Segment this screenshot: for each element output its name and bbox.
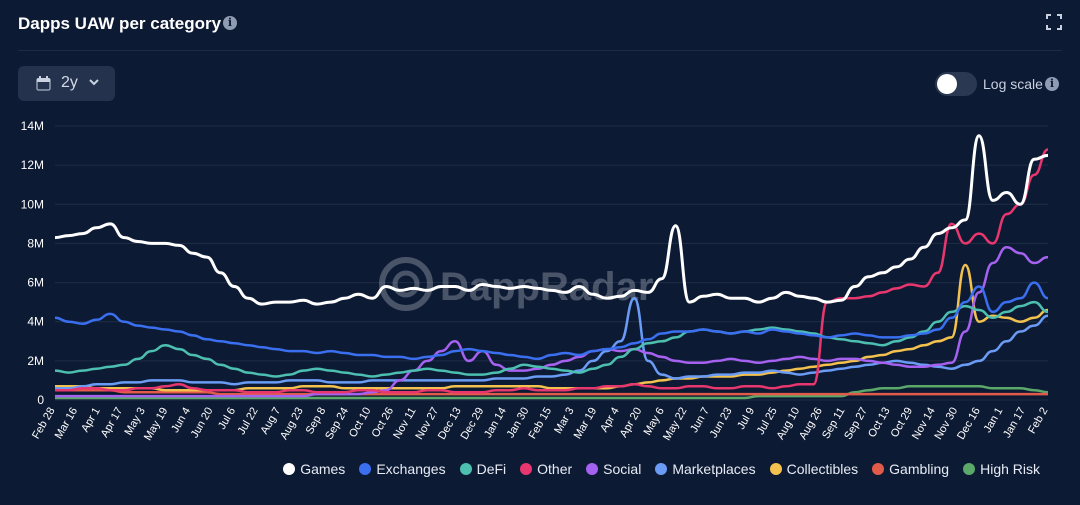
legend-item-high-risk[interactable]: High Risk — [963, 459, 1040, 479]
legend-item-marketplaces[interactable]: Marketplaces — [655, 459, 756, 479]
expand-icon[interactable] — [1046, 14, 1062, 30]
series-line-exchanges — [54, 281, 1049, 361]
legend-label: High Risk — [980, 461, 1040, 477]
series-line-high-risk — [55, 385, 1049, 400]
info-icon[interactable]: i — [223, 16, 237, 30]
legend-dot — [520, 463, 533, 475]
x-tick-label: Jul 9 — [735, 406, 757, 432]
legend-label: Exchanges — [376, 461, 446, 477]
watermark-logo — [379, 257, 433, 311]
legend-dot — [283, 463, 296, 475]
legend-item-games[interactable]: Games — [283, 459, 345, 479]
series-line-gambling — [55, 388, 1048, 396]
x-tick-label: Jan 1 — [982, 406, 1006, 435]
legend-label: Marketplaces — [672, 461, 756, 477]
x-tick-label: Jun 20 — [189, 406, 216, 441]
x-tick-label: Feb 2 — [1026, 406, 1050, 436]
calendar-icon — [36, 76, 51, 91]
chart-legend: Games Exchanges DeFi Other Social Marketplace… — [283, 459, 1040, 479]
dappradar-watermark: DappRadar — [379, 257, 653, 311]
time-range-label: 2y — [61, 74, 78, 91]
chevron-down-icon — [89, 79, 99, 86]
x-tick-label: Apr 17 — [99, 406, 126, 440]
legend-dot — [769, 463, 782, 475]
x-tick-label: Mar 16 — [53, 406, 81, 442]
x-tick-label: Jun 23 — [708, 406, 735, 441]
log-scale-info-icon[interactable]: i — [1045, 77, 1059, 91]
series-line-marketplaces — [54, 296, 1049, 390]
series-line-defi — [54, 300, 1049, 378]
series-line-games — [54, 134, 1049, 306]
series-line-social — [55, 246, 1049, 398]
log-scale-toggle[interactable] — [935, 72, 977, 96]
chart-title: Dapps UAW per category — [18, 14, 222, 33]
legend-dot — [586, 463, 599, 475]
x-tick-label: Apr 4 — [598, 406, 622, 435]
legend-item-social[interactable]: Social — [586, 459, 641, 479]
x-tick-label: Apr 1 — [79, 406, 103, 435]
legend-dot — [359, 463, 372, 475]
x-tick-label: Jun 7 — [688, 406, 712, 435]
x-tick-label: Mar 19 — [572, 406, 600, 442]
y-tick-label: 14M — [21, 119, 44, 133]
legend-dot — [963, 463, 976, 475]
x-tick-label: Jun 4 — [169, 406, 193, 435]
legend-item-defi[interactable]: DeFi — [459, 459, 507, 479]
toggle-knob — [937, 74, 957, 94]
x-tick-label: Jul 22 — [236, 406, 261, 437]
y-tick-label: 4M — [27, 315, 44, 329]
time-range-dropdown[interactable]: 2y — [18, 66, 115, 101]
legend-dot — [655, 463, 668, 475]
y-tick-label: 10M — [21, 197, 44, 211]
x-tick-label: Feb 15 — [527, 406, 555, 442]
legend-label: Collectibles — [786, 461, 859, 477]
y-tick-label: 0 — [37, 393, 44, 407]
x-tick-label: Apr 20 — [618, 406, 645, 440]
legend-item-other[interactable]: Other — [520, 459, 572, 479]
log-scale-label: Log scale — [983, 76, 1043, 92]
legend-item-exchanges[interactable]: Exchanges — [359, 459, 446, 479]
legend-dot — [872, 463, 885, 475]
watermark-text: DappRadar — [440, 265, 653, 309]
legend-label: Gambling — [889, 461, 950, 477]
y-tick-label: 6M — [27, 276, 44, 290]
header-divider — [18, 50, 1062, 51]
legend-item-gambling[interactable]: Gambling — [872, 459, 949, 479]
x-tick-label: Jan 17 — [1001, 406, 1028, 441]
legend-label: Games — [300, 461, 346, 477]
y-tick-label: 2M — [27, 354, 44, 368]
legend-label: Social — [603, 461, 642, 477]
series-line-other — [55, 148, 1049, 394]
watermark-logo-inner — [392, 270, 420, 298]
legend-label: DeFi — [476, 461, 507, 477]
y-tick-label: 8M — [27, 236, 44, 250]
x-tick-label: Jul 6 — [216, 406, 238, 432]
y-tick-label: 12M — [21, 158, 44, 172]
legend-item-collectibles[interactable]: Collectibles — [769, 459, 859, 479]
chart-header: Dapps UAW per category i — [18, 10, 1062, 46]
legend-label: Other — [537, 461, 573, 477]
legend-dot — [459, 463, 472, 475]
